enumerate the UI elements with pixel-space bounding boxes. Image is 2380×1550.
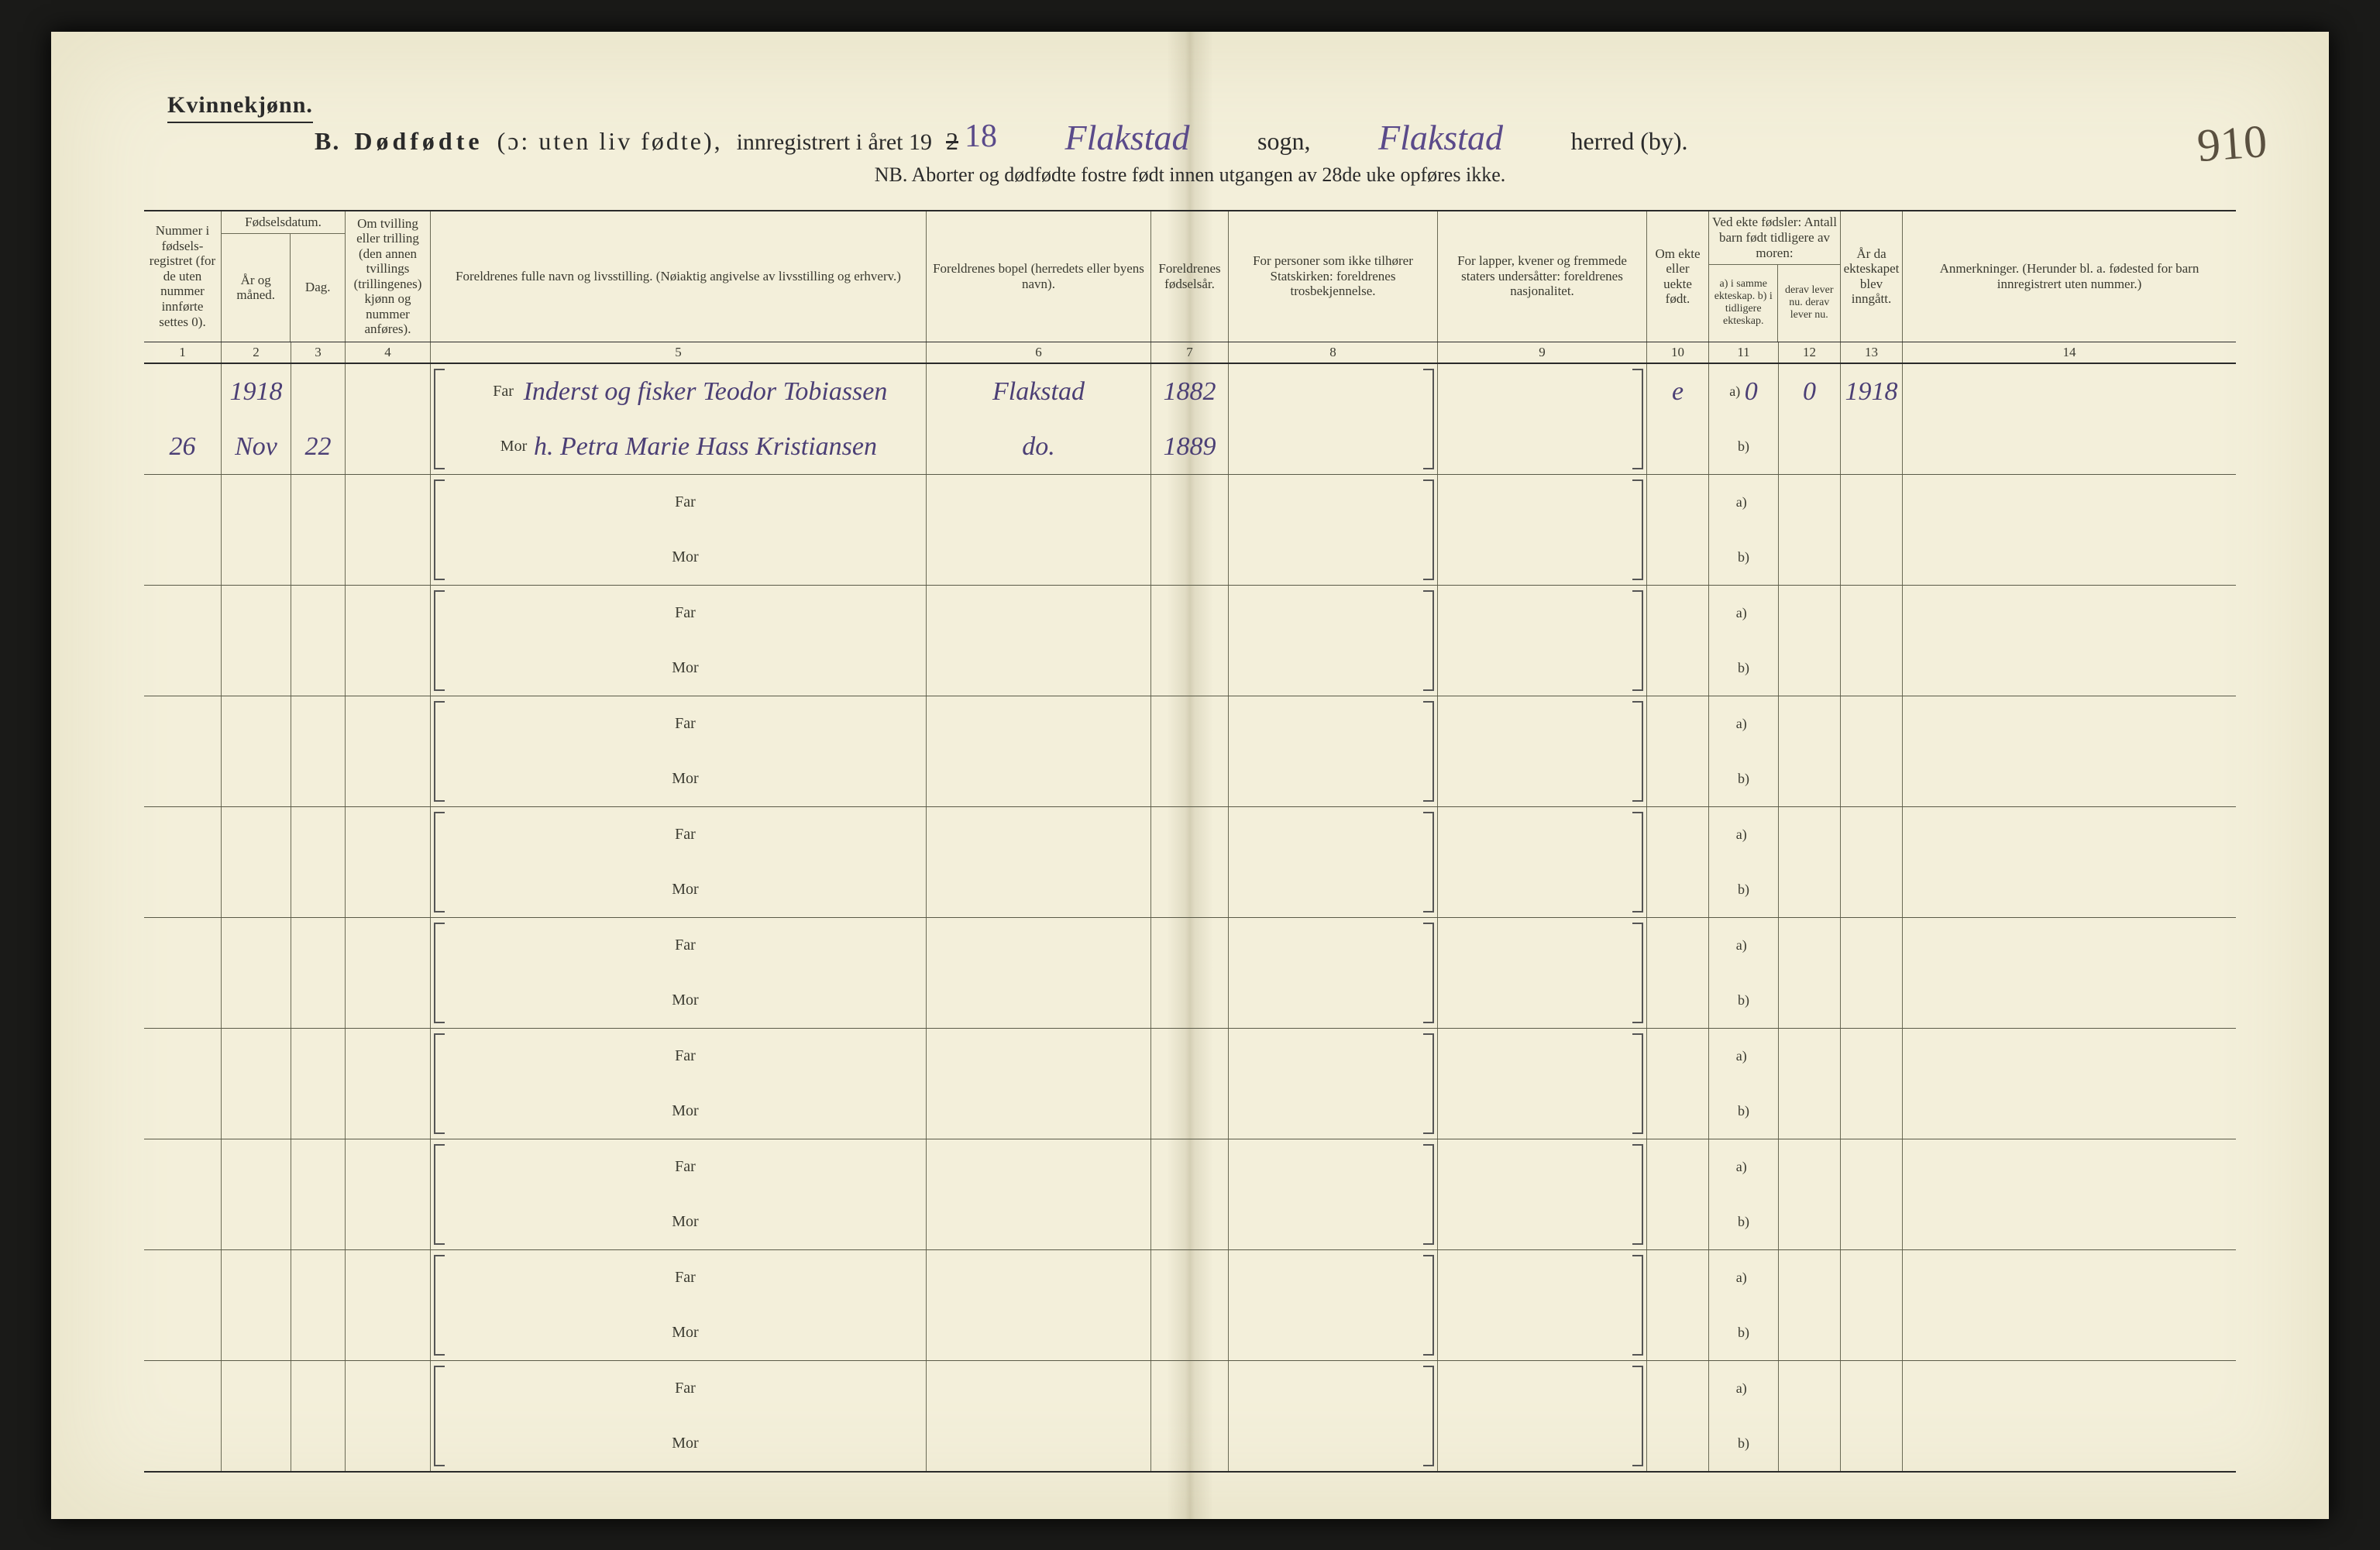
col-header-8: For personer som ikke tilhører Statskirk…: [1229, 211, 1438, 342]
col-header-3: Dag.: [291, 234, 345, 342]
table-row: Far Mor a) b): [144, 1250, 2236, 1361]
colnum: 5: [431, 342, 927, 363]
column-number-row: 1 2 3 4 5 6 7 8 9 10 11 12 13 14: [144, 342, 2236, 364]
table-row: Far Mor a) b): [144, 1029, 2236, 1139]
title-registered: innregistrert i året 19: [737, 129, 932, 156]
colnum: 11: [1709, 342, 1779, 363]
table-row: Far Mor a) b): [144, 807, 2236, 918]
col-header-11: a) i samme ekteskap. b) i tidligere ekte…: [1709, 265, 1778, 342]
herred-label: herred (by).: [1570, 127, 1687, 156]
table-row: Far Mor a) b): [144, 1139, 2236, 1250]
colnum: 1: [144, 342, 222, 363]
table-row: Far Mor a) b): [144, 586, 2236, 696]
col-header-6: Foreldrenes bopel (herredets eller byens…: [927, 211, 1151, 342]
title-year-hand: 18: [965, 118, 997, 155]
col-header-1: Nummer i fødsels-registret (for de uten …: [144, 211, 222, 342]
colnum: 7: [1151, 342, 1229, 363]
table-row: 26 1918Nov 22 FarInderst og fisker Teodo…: [144, 364, 2236, 475]
colnum: 9: [1438, 342, 1647, 363]
gender-label: Kvinnekjønn.: [167, 92, 313, 123]
register-table: Nummer i fødsels-registret (for de uten …: [144, 210, 2236, 1473]
colnum: 8: [1229, 342, 1438, 363]
colnum: 6: [927, 342, 1151, 363]
col-header-7: Foreldrenes fødselsår.: [1151, 211, 1229, 342]
col-header-4: Om tvilling eller trilling (den annen tv…: [346, 211, 431, 342]
colnum: 2: [222, 342, 291, 363]
col-header-12: derav lever nu. derav lever nu.: [1778, 265, 1840, 342]
col-header-2-3-top: Fødselsdatum.: [222, 211, 345, 234]
col-header-2: År og måned.: [222, 234, 291, 342]
colnum: 10: [1647, 342, 1709, 363]
col-header-13: År da ekteskapet blev inngått.: [1841, 211, 1903, 342]
table-row: Far Mor a) b): [144, 475, 2236, 586]
col-header-2-3: Fødselsdatum. År og måned. Dag.: [222, 211, 346, 342]
herred-value: Flakstad: [1324, 117, 1556, 148]
sogn-label: sogn,: [1257, 127, 1310, 156]
register-page: Kvinnekjønn. 910 B. Dødfødte (ɔ: uten li…: [51, 32, 2329, 1519]
table-body: 26 1918Nov 22 FarInderst og fisker Teodo…: [144, 364, 2236, 1471]
colnum: 13: [1841, 342, 1903, 363]
table-row: Far Mor a) b): [144, 918, 2236, 1029]
col-header-9: For lapper, kvener og fremmede staters u…: [1438, 211, 1647, 342]
colnum: 14: [1903, 342, 2236, 363]
title-year-printed: 2: [946, 127, 958, 156]
col-header-11-12-top: Ved ekte fødsler: Antall barn født tidli…: [1709, 211, 1840, 265]
col-header-5: Foreldrenes fulle navn og livsstilling. …: [431, 211, 927, 342]
subtitle-nb: NB. Aborter og dødfødte fostre født inne…: [51, 163, 2329, 187]
sogn-value: Flakstad: [1011, 117, 1243, 148]
table-row: Far Mor a) b): [144, 1361, 2236, 1471]
table-header: Nummer i fødsels-registret (for de uten …: [144, 211, 2236, 342]
colnum: 3: [291, 342, 346, 363]
colnum: 12: [1779, 342, 1841, 363]
col-header-11-12: Ved ekte fødsler: Antall barn født tidli…: [1709, 211, 1841, 342]
col-header-10: Om ekte eller uekte født.: [1647, 211, 1709, 342]
colnum: 4: [346, 342, 431, 363]
title-line: B. Dødfødte (ɔ: uten liv fødte), innregi…: [315, 117, 2213, 158]
title-main: Dødfødte: [354, 127, 483, 156]
title-paren: (ɔ: uten liv fødte),: [497, 127, 723, 156]
table-row: Far Mor a) b): [144, 696, 2236, 807]
col-header-14: Anmerkninger. (Herunder bl. a. fødested …: [1903, 211, 2236, 342]
section-letter: B.: [315, 127, 340, 156]
